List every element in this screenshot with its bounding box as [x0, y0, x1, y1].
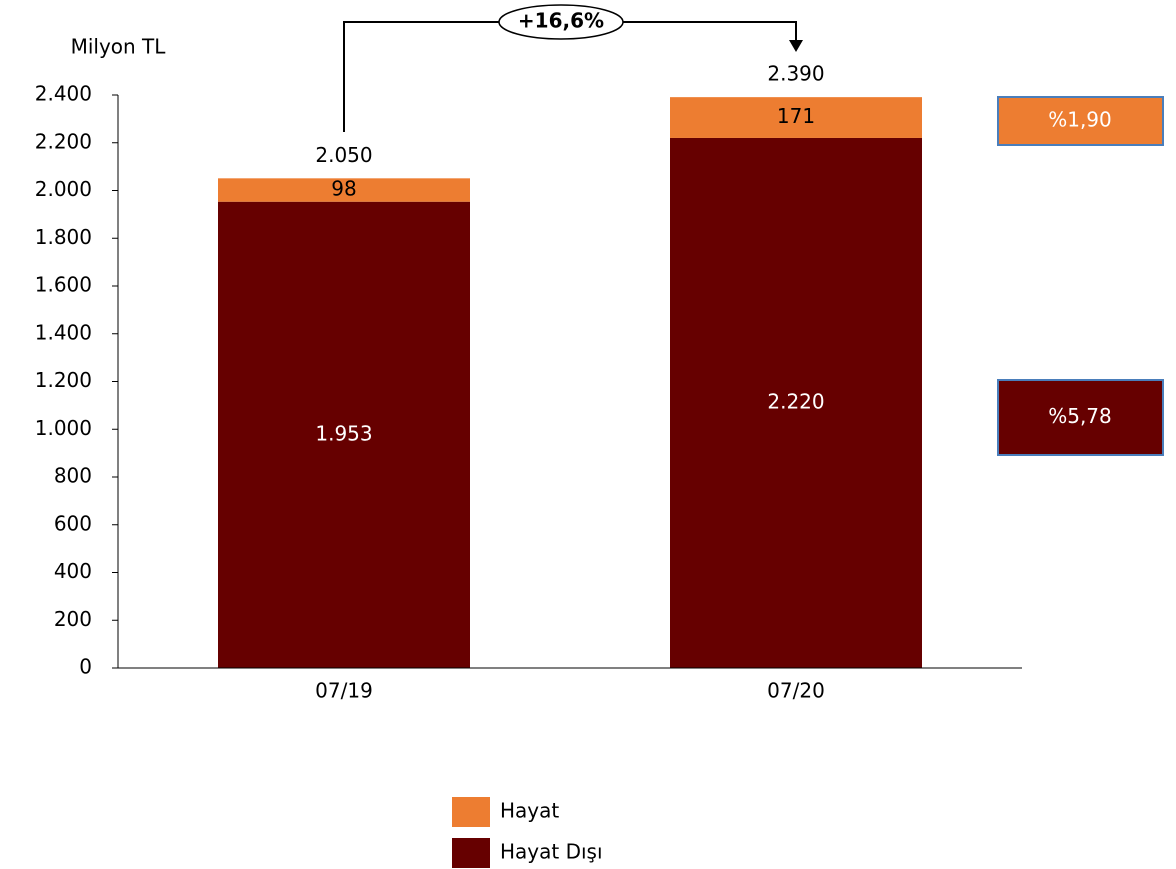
legend-label: Hayat [500, 799, 559, 823]
x-tick-label: 07/19 [315, 679, 373, 703]
y-tick-label: 2.400 [35, 82, 92, 106]
share-box [997, 96, 1164, 146]
y-tick-label: 1.000 [35, 416, 92, 440]
change-bubble [498, 4, 624, 40]
total-label: 2.390 [767, 62, 824, 86]
y-tick-label: 2.200 [35, 129, 92, 153]
y-tick-label: 1.200 [35, 368, 92, 392]
bar-segment [218, 178, 470, 202]
share-box [997, 379, 1164, 456]
bar-segment [670, 137, 922, 669]
value-label: 98 [331, 177, 356, 201]
y-tick-label: 600 [54, 511, 92, 535]
y-tick-label: 1.800 [35, 225, 92, 249]
value-label: 2.220 [767, 389, 824, 413]
y-tick-label: 2.000 [35, 177, 92, 201]
y-tick-label: 400 [54, 559, 92, 583]
x-tick-label: 07/20 [767, 679, 825, 703]
total-label: 2.050 [315, 143, 372, 167]
bar-segment [218, 201, 470, 668]
y-axis-title: Milyon TL [71, 35, 167, 59]
share-label: %1,90 [1048, 108, 1112, 132]
legend-swatch [452, 797, 490, 827]
legend-swatch [452, 838, 490, 868]
y-tick-label: 1.400 [35, 320, 92, 344]
y-tick-label: 800 [54, 464, 92, 488]
y-tick-label: 0 [79, 655, 92, 679]
value-label: 1.953 [315, 421, 372, 445]
change-label: +16,6% [518, 9, 604, 33]
bar-segment [670, 97, 922, 138]
legend-label: Hayat Dışı [500, 840, 603, 864]
share-label: %5,78 [1048, 404, 1112, 428]
value-label: 171 [777, 104, 815, 128]
change-arrow [789, 40, 803, 52]
y-tick-label: 200 [54, 607, 92, 631]
y-tick-label: 1.600 [35, 273, 92, 297]
